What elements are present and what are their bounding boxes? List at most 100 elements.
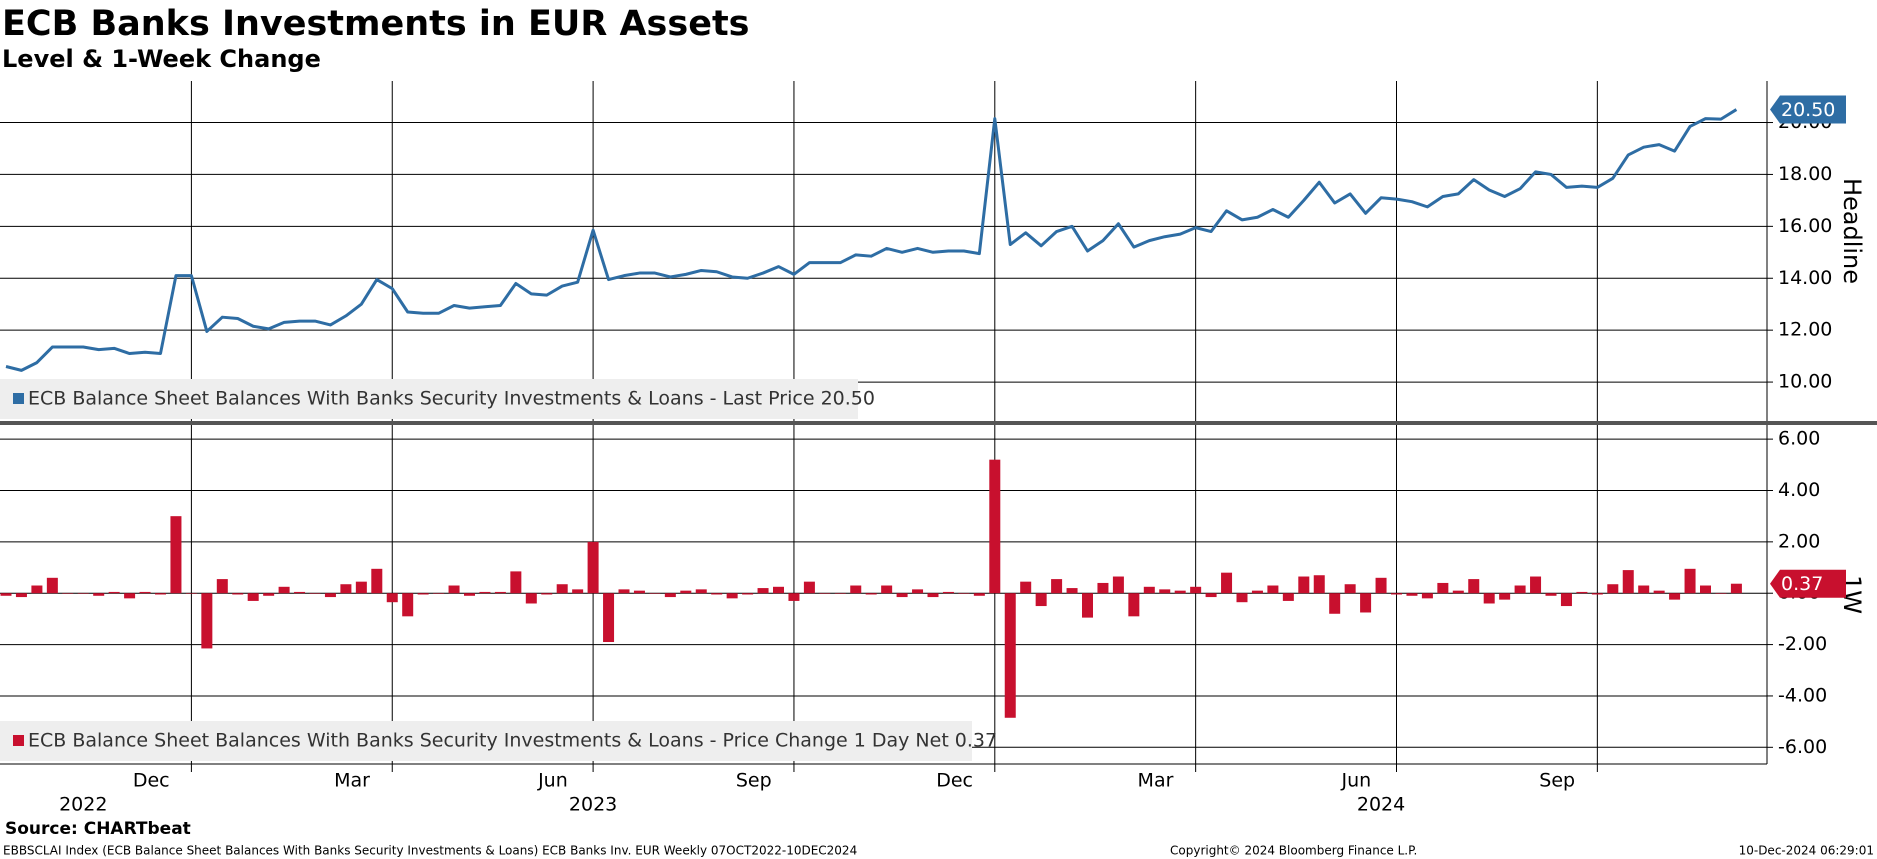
bar: [1638, 585, 1650, 594]
bar: [1360, 593, 1372, 613]
bar: [1329, 593, 1341, 614]
bar: [1684, 568, 1696, 594]
y-axis-title: Headline: [1838, 178, 1866, 284]
line-series: [5, 108, 1738, 372]
bar: [77, 593, 89, 594]
bar: [1483, 593, 1495, 604]
legend-label: ECB Balance Sheet Balances With Banks Se…: [28, 388, 875, 410]
footer-ticker: EBBSCLAI Index (ECB Balance Sheet Balanc…: [3, 844, 857, 858]
y-tick-label: 16.00: [1778, 215, 1832, 237]
y-tick-label: 4.00: [1778, 479, 1820, 501]
bar: [912, 589, 924, 594]
bar: [695, 589, 707, 594]
bar: [309, 593, 321, 594]
bar: [417, 593, 429, 595]
bar: [541, 593, 553, 595]
bar: [865, 593, 877, 595]
bar: [402, 593, 414, 617]
bar: [819, 593, 831, 594]
bar: [1468, 579, 1480, 594]
bar: [680, 590, 692, 594]
bar: [603, 593, 615, 643]
bar: [139, 591, 151, 594]
bar: [31, 585, 43, 594]
legend-swatch: [13, 393, 24, 404]
x-tick-label: Mar: [1138, 770, 1174, 792]
bar: [1653, 590, 1665, 594]
bar: [1298, 576, 1310, 594]
year-label: 2024: [1357, 794, 1405, 816]
bar: [649, 593, 661, 594]
bar: [1514, 585, 1526, 594]
bar: [1452, 590, 1464, 594]
footer-copyright: Copyright© 2024 Bloomberg Finance L.P.: [1170, 844, 1417, 858]
bar: [1421, 593, 1433, 599]
bar: [1128, 593, 1140, 617]
bar: [711, 593, 723, 595]
bar: [46, 577, 58, 594]
bar: [1700, 585, 1711, 594]
bar: [1251, 590, 1263, 594]
x-tick-label: Sep: [736, 770, 772, 792]
bar: [324, 593, 336, 598]
source: Source: CHARTbeat: [5, 819, 191, 839]
last-value-tag: [1770, 95, 1846, 124]
bar: [1499, 593, 1511, 600]
bar: [1035, 593, 1047, 607]
bar: [587, 541, 599, 594]
bar: [1560, 593, 1572, 607]
x-tick-label: Sep: [1539, 770, 1575, 792]
bar: [1730, 583, 1742, 594]
bar: [155, 593, 166, 595]
x-tick-label: Jun: [537, 770, 568, 792]
bar: [1313, 575, 1325, 594]
y-tick-label: 6.00: [1778, 428, 1820, 450]
bar: [1344, 584, 1356, 594]
bar: [62, 593, 74, 594]
bar: [371, 568, 383, 594]
bar: [927, 593, 939, 598]
bar: [1715, 593, 1727, 594]
chart-title: ECB Banks Investments in EUR Assets: [2, 4, 750, 44]
bar: [1437, 582, 1449, 594]
last-value-label: 0.37: [1781, 573, 1823, 595]
x-tick-label: Mar: [334, 770, 370, 792]
bar: [572, 589, 584, 594]
bar: [185, 593, 197, 594]
bar: [1051, 579, 1063, 594]
y-tick-label: -2.00: [1778, 633, 1827, 655]
y-tick-label: -6.00: [1778, 736, 1827, 758]
bar: [124, 593, 136, 599]
bar: [618, 589, 630, 594]
bar: [464, 593, 475, 596]
x-tick-label: Dec: [936, 770, 973, 792]
bar: [773, 586, 784, 594]
bar: [201, 593, 213, 649]
bar: [294, 591, 306, 594]
bar: [1282, 593, 1294, 601]
y-tick-label: 14.00: [1778, 267, 1832, 289]
bar: [973, 593, 985, 596]
bar: [1669, 593, 1681, 600]
bar: [556, 584, 568, 594]
bar: [1205, 593, 1217, 598]
last-value-label: 20.50: [1781, 99, 1835, 121]
bar: [726, 593, 738, 599]
y-tick-label: 12.00: [1778, 319, 1832, 341]
x-tick-label: Jun: [1340, 770, 1371, 792]
bar: [881, 585, 893, 594]
bar: [834, 593, 846, 594]
bar: [1004, 593, 1016, 718]
bar: [1391, 593, 1402, 595]
x-tick-label: Dec: [133, 770, 170, 792]
bar: [757, 588, 769, 594]
bar: [433, 593, 445, 594]
last-value-tag: [1770, 569, 1846, 598]
legend-box: [0, 721, 972, 761]
bar: [1375, 577, 1387, 594]
bar: [525, 593, 537, 604]
bar: [0, 593, 12, 596]
bar: [958, 593, 970, 594]
bar: [494, 591, 506, 594]
